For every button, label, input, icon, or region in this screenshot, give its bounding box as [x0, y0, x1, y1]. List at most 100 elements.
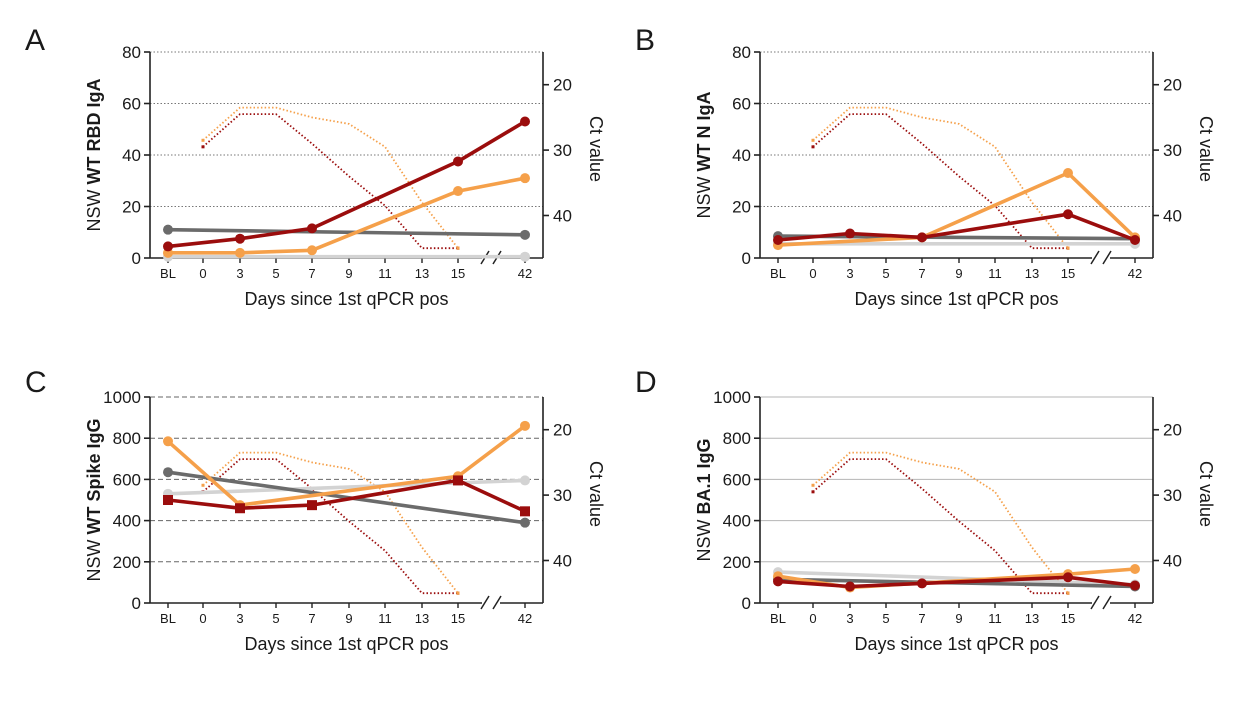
y2-axis-title: Ct value	[586, 116, 606, 182]
y-tick-label: 0	[132, 594, 141, 613]
data-point	[1130, 580, 1140, 591]
x-tick-label: 15	[1061, 611, 1075, 626]
data-point	[163, 436, 173, 447]
y2-tick-label: 30	[1163, 486, 1182, 505]
y-tick-label: 1000	[713, 388, 751, 407]
axis-break-mark	[1090, 250, 1100, 265]
data-point	[307, 223, 317, 234]
y2-tick-label: 40	[553, 206, 572, 225]
x-tick-label: 7	[918, 611, 925, 626]
x-tick-label: 0	[199, 611, 206, 626]
data-point	[773, 576, 783, 587]
x-tick-label: 5	[272, 266, 279, 281]
x-tick-label: 42	[518, 611, 532, 626]
ct-line	[812, 451, 1069, 594]
x-tick-label: 0	[809, 266, 816, 281]
x-tick-label: BL	[770, 266, 786, 281]
ct-marker	[1066, 591, 1070, 595]
x-tick-label: 5	[882, 611, 889, 626]
ct-marker	[811, 490, 815, 494]
y2-tick-label: 40	[553, 551, 572, 570]
data-point	[520, 116, 530, 127]
y-tick-label: 40	[122, 146, 141, 165]
x-axis-title: Days since 1st qPCR pos	[854, 634, 1058, 654]
x-tick-label: 13	[1025, 611, 1039, 626]
ct-marker	[811, 145, 815, 149]
x-tick-label: BL	[160, 611, 176, 626]
data-point	[520, 506, 530, 517]
panel-a: A 0 20 40 60 80 20 30 40 BL 0 3 5 7 9 11 13 15 42 Days sinc…	[25, 24, 606, 309]
ct-line	[812, 113, 1068, 250]
data-point	[520, 517, 530, 528]
y-tick-label: 20	[732, 198, 751, 217]
y-axis-title-prefix: NSW	[694, 171, 714, 218]
data-point	[163, 224, 173, 235]
ct-marker	[201, 483, 205, 487]
x-tick-label: 7	[918, 266, 925, 281]
y-axis-title-prefix: NSW	[694, 515, 714, 562]
y2-axis-title: Ct value	[586, 461, 606, 527]
y-tick-label: 0	[742, 249, 751, 268]
y-tick-label: 200	[113, 553, 141, 572]
x-tick-label: 13	[415, 611, 429, 626]
data-point	[163, 241, 173, 252]
x-tick-label: 11	[378, 266, 392, 281]
ct-marker	[456, 591, 460, 595]
axis-break-mark	[1090, 595, 1100, 610]
y-tick-label: 1000	[103, 388, 141, 407]
y2-tick-label: 30	[553, 486, 572, 505]
y2-tick-label: 20	[1163, 421, 1182, 440]
ct-line	[812, 458, 1068, 595]
y-tick-label: 60	[732, 95, 751, 114]
data-point	[235, 233, 245, 244]
data-point	[773, 234, 783, 245]
ct-marker	[811, 138, 815, 142]
y-tick-label: 80	[732, 43, 751, 62]
data-point	[163, 495, 173, 505]
x-tick-label: 9	[955, 266, 962, 281]
x-tick-label: 7	[308, 611, 315, 626]
x-axis-title: Days since 1st qPCR pos	[244, 289, 448, 309]
y-tick-label: 800	[113, 429, 141, 448]
data-point	[917, 578, 927, 589]
axis-break-mark	[1102, 595, 1112, 610]
x-tick-label: 11	[378, 611, 392, 626]
axis-break-mark	[480, 595, 490, 610]
x-axis-title: Days since 1st qPCR pos	[244, 634, 448, 654]
y2-tick-label: 20	[1163, 76, 1182, 95]
axis-break-gap	[1092, 255, 1110, 261]
ct-line	[812, 106, 1069, 249]
x-tick-label: 3	[236, 611, 243, 626]
x-tick-label: 5	[882, 266, 889, 281]
y-tick-label: 60	[122, 95, 141, 114]
panel-c: C 0 200 400 600 800 1000 20 30 40 BL 0 3 5 7 9 11 13 15 42 D…	[25, 366, 606, 654]
y-axis-title-prefix: NSW	[84, 184, 104, 231]
x-tick-label: 15	[1061, 266, 1075, 281]
x-tick-label: 42	[1128, 266, 1142, 281]
y-axis-title-bold: WT N IgA	[694, 92, 714, 172]
data-point	[520, 229, 530, 240]
ct-line	[202, 113, 458, 250]
y2-axis-title: Ct value	[1196, 461, 1216, 527]
ct-line	[202, 458, 458, 595]
x-tick-label: 42	[518, 266, 532, 281]
data-point	[917, 232, 927, 243]
data-point	[845, 228, 855, 239]
data-point	[307, 500, 317, 511]
y-axis-title-bold: BA.1 IgG	[694, 438, 714, 514]
x-tick-label: 3	[846, 611, 853, 626]
data-point	[520, 420, 530, 431]
y-tick-label: 0	[742, 594, 751, 613]
data-point	[453, 156, 463, 167]
x-tick-label: 15	[451, 266, 465, 281]
y-axis-title: NSW BA.1 IgG	[694, 438, 714, 561]
x-tick-label: 13	[415, 266, 429, 281]
ct-marker	[201, 145, 205, 149]
data-point	[845, 581, 855, 592]
series-line	[776, 171, 1137, 247]
data-point	[1130, 234, 1140, 245]
ct-marker	[1066, 246, 1070, 250]
ct-line	[202, 451, 459, 594]
x-tick-label: 42	[1128, 611, 1142, 626]
